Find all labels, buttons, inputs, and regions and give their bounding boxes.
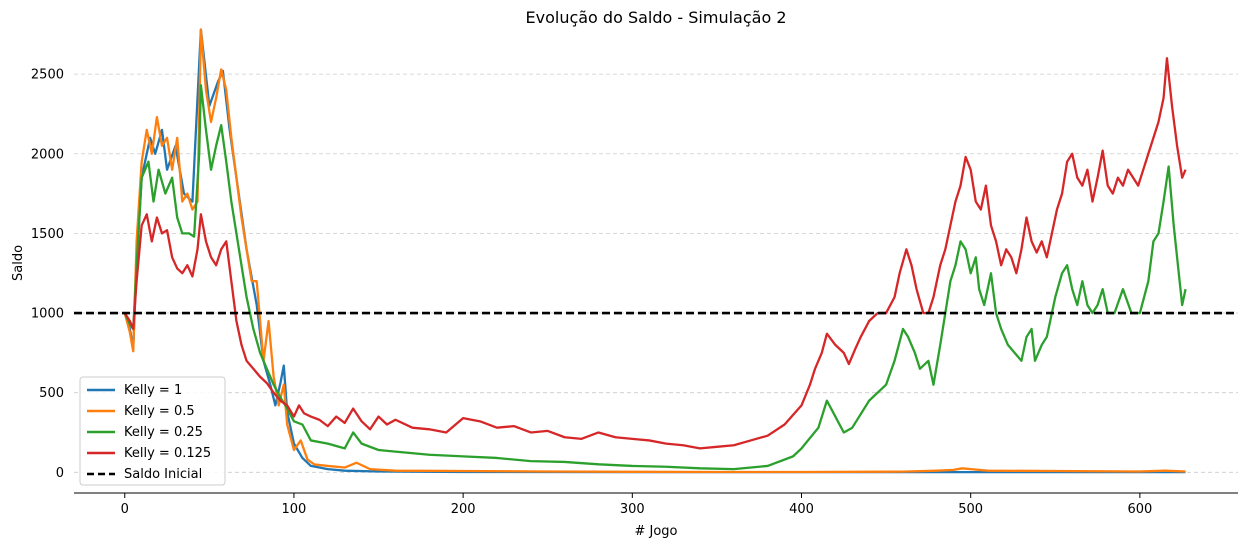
x-tick-label: 200 <box>451 502 476 517</box>
y-tick-label: 0 <box>56 466 64 481</box>
y-ticks: 0 500 1000 1500 2000 2500 <box>31 68 64 481</box>
series-line-3 <box>123 57 1187 450</box>
x-tick-label: 600 <box>1127 502 1152 517</box>
x-tick-label: 400 <box>789 502 814 517</box>
series-line-0 <box>123 28 1186 474</box>
legend-label-kelly-0125: Kelly = 0.125 <box>124 446 211 461</box>
legend: Kelly = 1 Kelly = 0.5 Kelly = 0.25 Kelly… <box>79 376 226 486</box>
y-axis-label: Saldo <box>11 245 26 281</box>
chart-title: Evolução do Saldo - Simulação 2 <box>526 8 787 27</box>
legend-label-saldo-inicial: Saldo Inicial <box>124 467 202 482</box>
legend-box <box>79 376 226 486</box>
y-tick-label: 2000 <box>31 147 64 162</box>
series-group <box>123 28 1187 474</box>
x-ticks: 0 100 200 300 400 500 600 <box>121 493 1152 517</box>
y-tick-label: 1000 <box>31 307 64 322</box>
y-tick-label: 500 <box>39 386 64 401</box>
legend-label-kelly-1: Kelly = 1 <box>124 383 182 398</box>
series-line-1 <box>123 28 1186 474</box>
x-tick-label: 100 <box>282 502 307 517</box>
legend-label-kelly-025: Kelly = 0.25 <box>124 425 203 440</box>
x-tick-label: 500 <box>958 502 983 517</box>
x-tick-label: 0 <box>121 502 129 517</box>
y-tick-label: 2500 <box>31 68 64 83</box>
x-tick-label: 300 <box>620 502 645 517</box>
y-tick-label: 1500 <box>31 227 64 242</box>
legend-label-kelly-05: Kelly = 0.5 <box>124 404 195 419</box>
series-line-2 <box>123 84 1187 471</box>
x-axis-label: # Jogo <box>634 524 677 539</box>
